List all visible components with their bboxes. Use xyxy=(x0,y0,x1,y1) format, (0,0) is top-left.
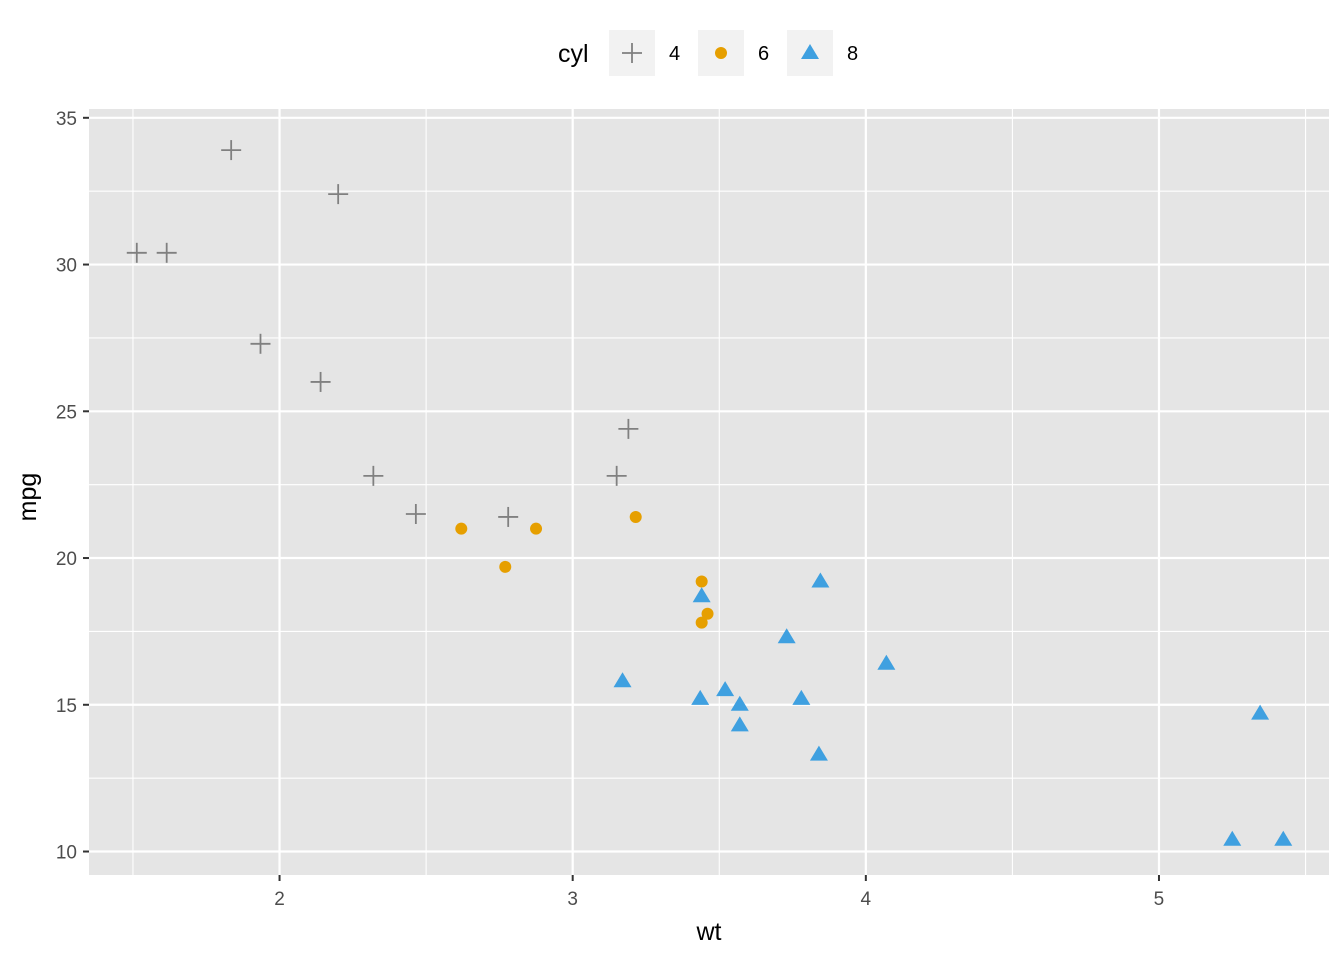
data-point-cyl-8 xyxy=(691,689,710,705)
legend: cyl 4 6 8 xyxy=(558,30,858,76)
data-point-cyl-4 xyxy=(405,504,426,525)
data-point-cyl-8 xyxy=(1274,830,1293,846)
y-axis-title: mpg xyxy=(14,473,42,522)
data-point-cyl-4 xyxy=(156,242,177,263)
data-point-cyl-8 xyxy=(692,587,711,603)
y-tick-label: 20 xyxy=(56,549,77,570)
y-tick-label: 15 xyxy=(56,696,77,717)
y-tick-label: 25 xyxy=(56,402,77,423)
data-point-cyl-6 xyxy=(701,607,714,620)
legend-label: 8 xyxy=(847,43,858,65)
legend-keys: 4 6 8 xyxy=(609,30,858,76)
data-point-cyl-8 xyxy=(792,689,811,705)
data-point-cyl-8 xyxy=(716,681,735,697)
x-axis: 2 3 4 5 xyxy=(274,875,1164,910)
plot-panel xyxy=(89,109,1329,875)
data-point-cyl-4 xyxy=(363,465,384,486)
x-tick-label: 2 xyxy=(274,889,285,910)
x-tick-label: 5 xyxy=(1154,889,1165,910)
data-point-cyl-6 xyxy=(695,575,708,588)
y-tick-label: 35 xyxy=(56,109,77,130)
data-point-cyl-4 xyxy=(126,242,147,263)
data-point-cyl-8 xyxy=(613,672,632,688)
data-point-cyl-8 xyxy=(811,572,830,588)
x-tick-label: 4 xyxy=(861,889,872,910)
legend-key-symbol-4 xyxy=(622,43,642,63)
data-point-cyl-8 xyxy=(730,716,749,732)
major-gridlines xyxy=(89,109,1329,875)
data-points xyxy=(126,140,1293,846)
data-point-cyl-6 xyxy=(455,522,468,535)
minor-gridlines xyxy=(89,109,1329,875)
data-point-cyl-4 xyxy=(221,140,242,161)
data-point-cyl-4 xyxy=(498,506,519,527)
data-point-cyl-6 xyxy=(695,616,708,629)
y-tick-label: 30 xyxy=(56,256,77,277)
y-tick-label: 10 xyxy=(56,843,77,864)
data-point-cyl-8 xyxy=(1251,704,1270,720)
legend-label: 6 xyxy=(758,43,769,65)
data-point-cyl-4 xyxy=(618,418,639,439)
data-point-cyl-8 xyxy=(809,745,828,761)
legend-key-symbol-6 xyxy=(715,47,727,59)
data-point-cyl-8 xyxy=(877,654,896,670)
x-tick-label: 3 xyxy=(567,889,578,910)
legend-label: 4 xyxy=(669,43,680,65)
data-point-cyl-4 xyxy=(328,184,349,205)
legend-key-symbol-8 xyxy=(801,44,819,59)
data-point-cyl-6 xyxy=(499,560,512,573)
y-axis: 10 15 20 25 30 35 xyxy=(56,109,89,864)
data-point-cyl-6 xyxy=(629,510,642,523)
x-axis-title: wt xyxy=(696,918,722,946)
legend-title: cyl xyxy=(558,40,589,68)
data-point-cyl-4 xyxy=(606,465,627,486)
data-point-cyl-8 xyxy=(1223,830,1242,846)
data-point-cyl-8 xyxy=(777,628,796,644)
data-point-cyl-4 xyxy=(250,333,271,354)
data-point-cyl-4 xyxy=(310,371,331,392)
data-point-cyl-8 xyxy=(730,695,749,711)
data-point-cyl-6 xyxy=(530,522,543,535)
